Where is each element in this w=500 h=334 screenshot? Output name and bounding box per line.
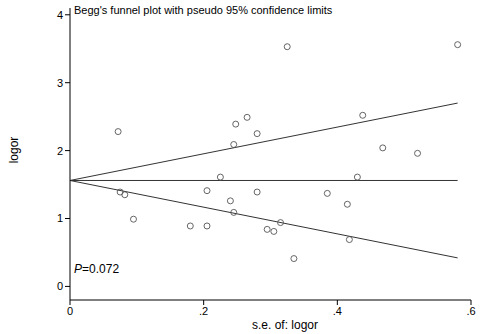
svg-text:.6: .6 [466,305,475,317]
svg-text:.4: .4 [333,305,342,317]
svg-text:0: 0 [67,305,73,317]
html-text:logor: logor [7,136,21,164]
svg-text:3: 3 [57,77,63,89]
svg-text:1: 1 [57,212,63,224]
svg-text:0: 0 [57,280,63,292]
html-text:Begg's funnel plot with pseudo: Begg's funnel plot with pseudo 95% confi… [74,4,333,16]
html-text:s.e. of: logor: s.e. of: logor [252,318,318,332]
svg-text:2: 2 [57,145,63,157]
svg-text:4: 4 [57,9,63,21]
html-text:P =0.072: P =0.072 [74,262,120,276]
svg-text:.2: .2 [199,305,208,317]
